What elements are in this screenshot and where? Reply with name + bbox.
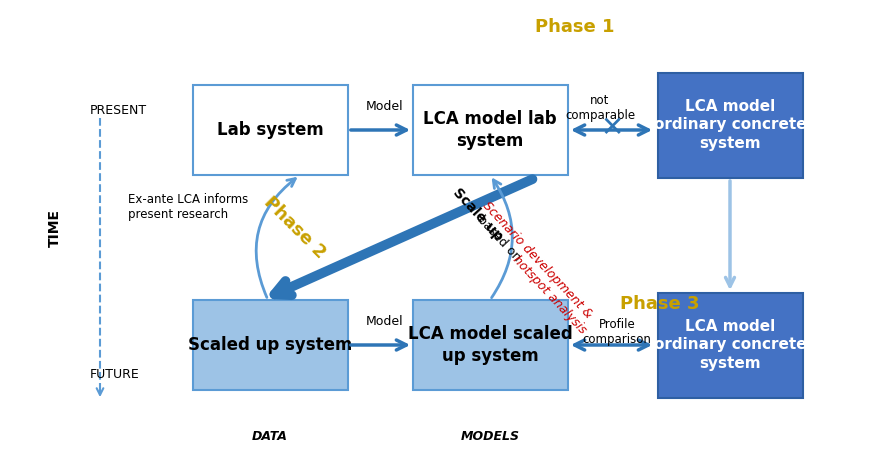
Text: Profile
comparison: Profile comparison (583, 318, 651, 346)
Text: FUTURE: FUTURE (90, 368, 140, 382)
FancyBboxPatch shape (412, 300, 568, 390)
FancyArrowPatch shape (725, 181, 734, 287)
Text: TIME: TIME (48, 209, 62, 247)
Text: Model: Model (366, 100, 404, 113)
FancyBboxPatch shape (658, 73, 803, 177)
Text: PRESENT: PRESENT (90, 103, 147, 117)
Text: Model: Model (366, 315, 404, 328)
Text: Phase 1: Phase 1 (535, 18, 615, 36)
Text: LCA model lab
system: LCA model lab system (423, 110, 557, 150)
Text: Scale up: Scale up (450, 186, 506, 244)
FancyArrowPatch shape (351, 340, 407, 350)
FancyArrowPatch shape (256, 179, 295, 298)
Text: LCA model scaled
up system: LCA model scaled up system (408, 325, 572, 365)
Text: hotspot analysis: hotspot analysis (510, 253, 589, 337)
Text: not
comparable: not comparable (565, 94, 635, 122)
FancyBboxPatch shape (412, 85, 568, 175)
Text: based on: based on (472, 210, 523, 264)
Text: ✕: ✕ (601, 114, 624, 142)
FancyArrowPatch shape (575, 340, 648, 350)
FancyBboxPatch shape (192, 85, 347, 175)
Text: Scaled up system: Scaled up system (188, 336, 352, 354)
Text: Ex-ante LCA informs
present research: Ex-ante LCA informs present research (128, 193, 248, 221)
FancyArrowPatch shape (274, 179, 532, 295)
FancyBboxPatch shape (192, 300, 347, 390)
Text: Phase 3: Phase 3 (620, 295, 700, 313)
Text: Phase 2: Phase 2 (261, 193, 329, 262)
Text: Lab system: Lab system (216, 121, 323, 139)
FancyArrowPatch shape (491, 180, 513, 298)
FancyArrowPatch shape (575, 125, 648, 135)
FancyArrowPatch shape (97, 388, 103, 395)
Text: LCA model
ordinary concrete
system: LCA model ordinary concrete system (653, 319, 806, 371)
Text: MODELS: MODELS (460, 430, 520, 443)
Text: Scenario development &: Scenario development & (480, 199, 595, 321)
FancyArrowPatch shape (351, 125, 407, 135)
Text: LCA model
ordinary concrete
system: LCA model ordinary concrete system (653, 99, 806, 151)
FancyBboxPatch shape (658, 292, 803, 398)
Text: DATA: DATA (252, 430, 288, 443)
